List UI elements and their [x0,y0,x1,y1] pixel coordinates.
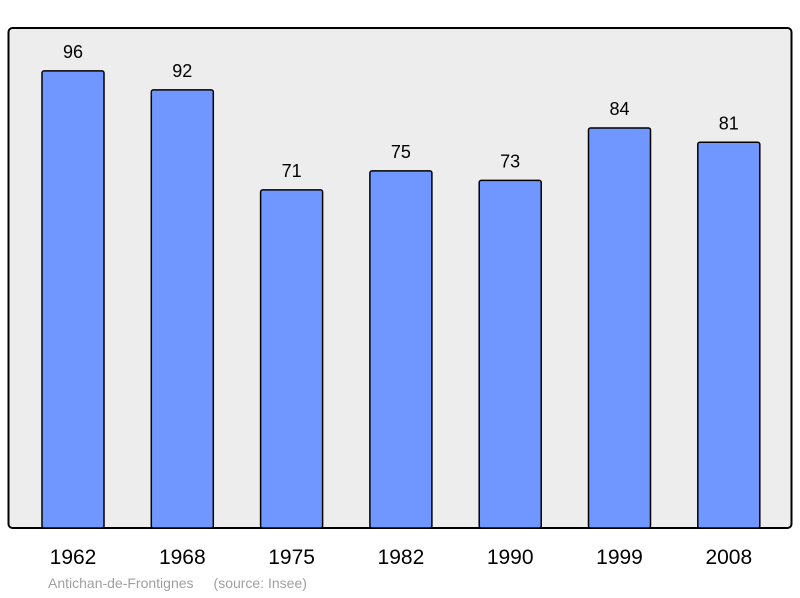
bar-1962 [41,70,105,529]
x-tick-label-1990: 1990 [487,546,534,569]
x-tick-label-1975: 1975 [268,546,315,569]
value-label-2008: 81 [719,113,739,133]
x-tick-label-2008: 2008 [705,546,752,569]
value-label-1982: 75 [391,142,411,162]
value-label-1962: 96 [63,42,83,62]
value-label-1968: 92 [172,61,192,81]
caption-place: Antichan-de-Frontignes [48,575,194,591]
bars-group [41,70,761,529]
value-label-1999: 84 [609,99,629,119]
bar-1999 [587,127,652,529]
value-label-1975: 71 [282,161,302,181]
x-tick-label-1999: 1999 [596,546,643,569]
population-bar-chart: 96 92 71 75 73 84 81 1962 1968 1975 1982 1990 1999 2… [7,27,793,569]
caption-source: (source: Insee) [213,575,307,591]
bar-1990 [478,179,542,529]
bar-2008 [697,141,761,529]
bar-1968 [150,89,215,529]
x-tick-label-1982: 1982 [378,546,425,569]
chart-caption: Antichan-de-Frontignes (source: Insee) [48,575,307,591]
x-tick-label-1962: 1962 [50,546,97,569]
bar-1982 [369,170,433,529]
value-labels-group: 96 92 71 75 73 84 81 [63,42,739,181]
x-tick-labels-group: 1962 1968 1975 1982 1990 1999 2008 [50,546,753,569]
bar-1975 [259,189,324,529]
value-label-1990: 73 [500,151,520,171]
x-tick-label-1968: 1968 [159,546,206,569]
